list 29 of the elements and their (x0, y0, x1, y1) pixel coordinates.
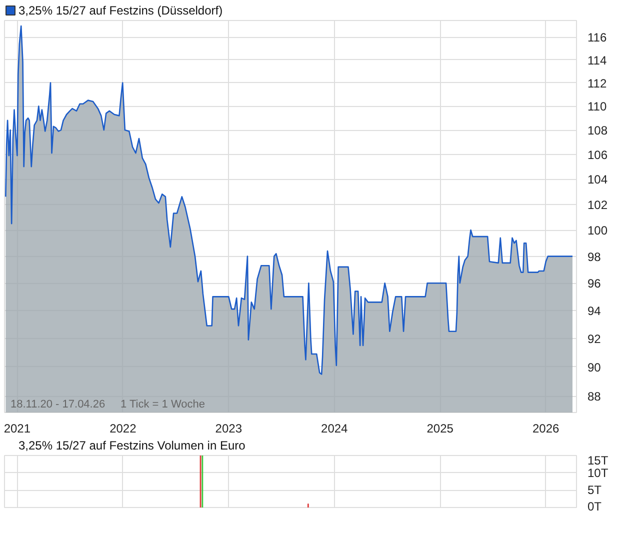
y-tick-label: 92 (588, 332, 602, 346)
y-tick-label: 90 (588, 360, 602, 374)
y-tick-label: 5T (588, 483, 602, 498)
x-tick-label: 2026 (532, 422, 560, 436)
x-tick-label: 2022 (110, 422, 137, 436)
x-tick-label: 2023 (215, 422, 242, 436)
y-tick-label: 114 (588, 53, 607, 68)
x-tick-label: 2021 (4, 422, 31, 436)
y-tick-label: 0T (588, 500, 602, 514)
chart-title: 3,25% 15/27 auf Festzins Volumen in Euro (18, 438, 246, 452)
y-tick-label: 112 (588, 76, 607, 90)
y-tick-label: 108 (588, 124, 608, 138)
y-tick-label: 94 (588, 304, 602, 318)
y-tick-label: 100 (588, 224, 608, 238)
y-tick-label: 98 (588, 250, 602, 264)
y-tick-label: 110 (588, 100, 607, 114)
y-tick-label: 106 (588, 148, 608, 162)
annotation: 18.11.20 - 17.04.26 (10, 398, 106, 410)
y-tick-label: 116 (588, 30, 607, 45)
x-tick-label: 2025 (426, 422, 454, 436)
y-tick-label: 102 (588, 198, 608, 212)
y-tick-label: 96 (588, 276, 602, 291)
y-tick-label: 10T (588, 466, 609, 480)
y-tick-label: 15T (588, 454, 609, 468)
y-tick-label: 104 (588, 172, 608, 187)
legend-label: 3,25% 15/27 auf Festzins (Düsseldorf) (18, 4, 223, 18)
x-tick-label: 2024 (321, 422, 348, 436)
y-tick-label: 88 (588, 390, 602, 404)
annotation: 1 Tick = 1 Woche (120, 398, 205, 410)
